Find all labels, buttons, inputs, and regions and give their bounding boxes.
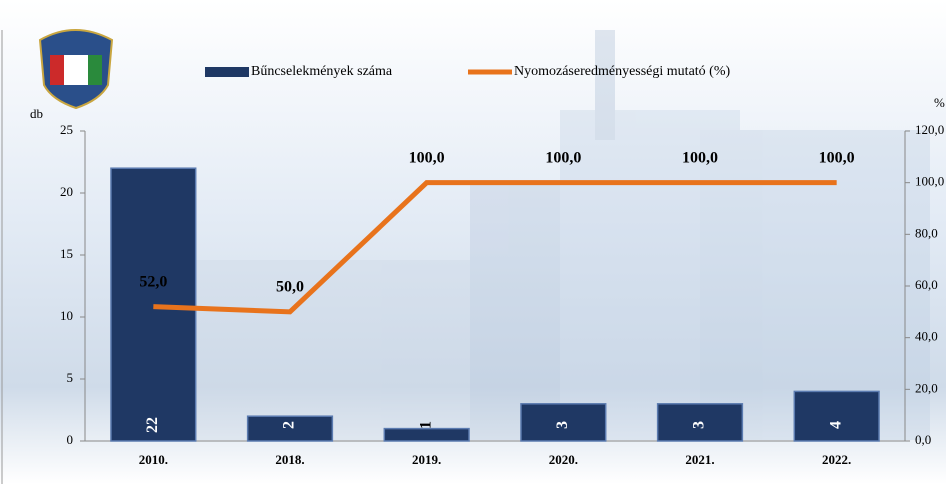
legend-label: Nyomozáseredményességi mutató (%) bbox=[514, 64, 730, 79]
bar bbox=[793, 390, 880, 442]
y-tick-label: 10 bbox=[60, 308, 73, 323]
bar-value-label: 4 bbox=[827, 421, 844, 429]
y2-tick-label: 80,0 bbox=[915, 225, 938, 240]
y-axis-label: db bbox=[30, 106, 43, 121]
y2-tick-label: 0,0 bbox=[915, 432, 931, 447]
y-tick-label: 15 bbox=[60, 246, 73, 261]
x-tick-label: 2020. bbox=[549, 452, 578, 467]
y2-tick-label: 100,0 bbox=[915, 174, 944, 189]
x-tick-label: 2022. bbox=[822, 452, 851, 467]
bar-value-label: 2 bbox=[281, 421, 298, 429]
bar bbox=[383, 427, 470, 442]
line-value-label: 100,0 bbox=[545, 149, 581, 166]
police-logo bbox=[38, 29, 114, 110]
line-value-label: 52,0 bbox=[139, 273, 167, 290]
legend-swatch bbox=[205, 67, 249, 77]
bar bbox=[110, 167, 197, 442]
line-value-label: 100,0 bbox=[819, 149, 855, 166]
bar-value-label: 3 bbox=[554, 421, 571, 429]
y-tick-label: 25 bbox=[60, 122, 73, 137]
x-tick-label: 2018. bbox=[275, 452, 304, 467]
bar bbox=[246, 415, 334, 442]
bar-value-label: 1 bbox=[417, 421, 434, 429]
line-value-label: 100,0 bbox=[682, 149, 718, 166]
y-tick-label: 5 bbox=[67, 370, 74, 385]
x-tick-label: 2010. bbox=[139, 452, 168, 467]
y2-tick-label: 120,0 bbox=[915, 122, 944, 137]
bar-value-label: 3 bbox=[691, 421, 708, 429]
legend-label: Bűncselekmények száma bbox=[251, 64, 393, 79]
line-value-label: 50,0 bbox=[276, 279, 304, 296]
line bbox=[153, 180, 837, 315]
x-tick-label: 2019. bbox=[412, 452, 441, 467]
x-tick-label: 2021. bbox=[685, 452, 714, 467]
y2-tick-label: 60,0 bbox=[915, 277, 938, 292]
y2-tick-label: 20,0 bbox=[915, 380, 938, 395]
bar bbox=[520, 403, 607, 442]
y2-axis-label: % bbox=[934, 95, 945, 110]
bar bbox=[656, 403, 744, 442]
building-decoration bbox=[180, 30, 930, 440]
bar-value-label: 22 bbox=[144, 417, 161, 433]
y-tick-label: 20 bbox=[60, 184, 73, 199]
y-tick-label: 0 bbox=[67, 432, 74, 447]
y2-tick-label: 40,0 bbox=[915, 329, 938, 344]
line-value-label: 100,0 bbox=[409, 149, 445, 166]
